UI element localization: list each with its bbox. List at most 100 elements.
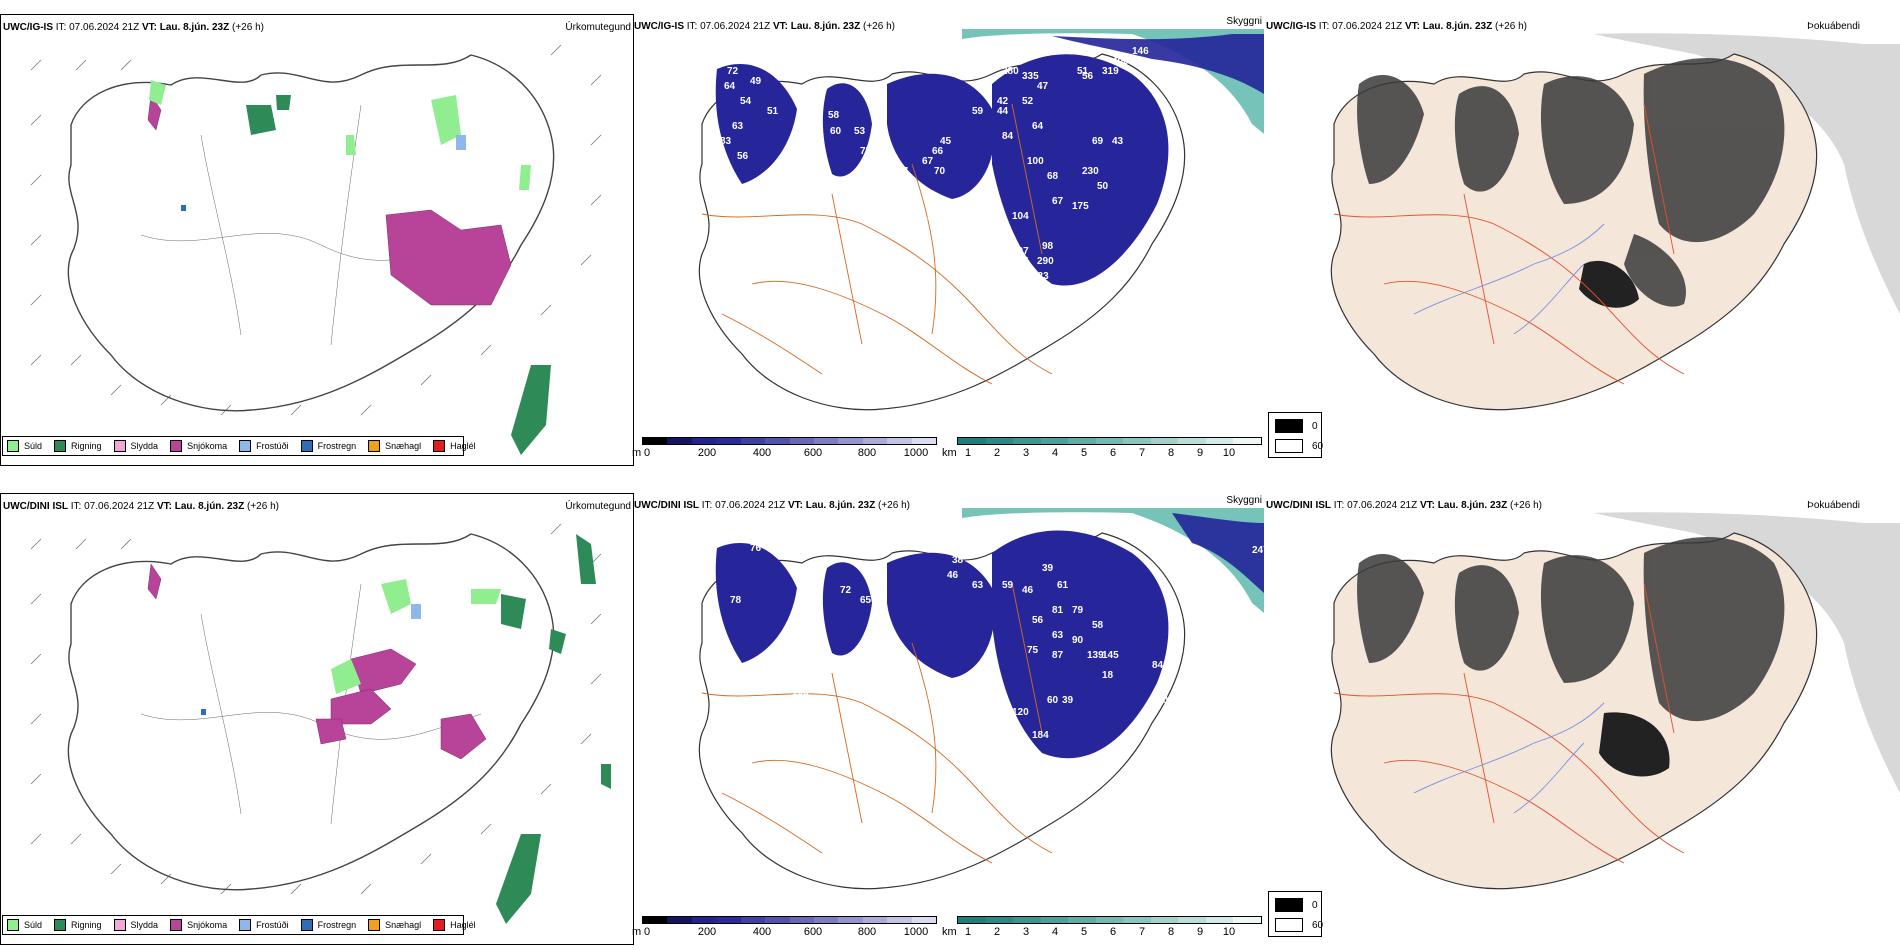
cloudbase-tick: 800 <box>857 926 877 938</box>
swatch-slydda <box>113 440 126 452</box>
cloud-base-label: 126 <box>782 198 799 209</box>
precip-type-legend: Súld Rigning Slydda Snjókoma Frostúði Fr… <box>2 915 476 935</box>
cloud-base-label: 44 <box>997 106 1009 117</box>
panel-title: UWC/IG-IS IT: 07.06.2024 21Z VT: Lau. 8.… <box>3 22 264 33</box>
cloud-base-label: 106 <box>882 695 899 706</box>
cloud-base-label: 42 <box>997 96 1009 107</box>
cloud-base-label: 67 <box>1052 196 1064 207</box>
fog-index-legend: 0 60 <box>1268 891 1323 937</box>
cloud-base-label: 180 <box>852 181 869 192</box>
cloud-base-label: 56 <box>737 151 749 162</box>
cloudbase-colorbar: m 0 200 400 600 800 1000 <box>632 916 937 943</box>
cloud-base-label: 81 <box>980 238 992 249</box>
cloud-base-label: 66 <box>932 146 944 157</box>
visibility-tick: 10 <box>1222 926 1236 938</box>
cloud-base-label: 18 <box>1102 670 1114 681</box>
swatch-frostregn <box>300 919 313 931</box>
cloud-base-label: 184 <box>1032 730 1049 741</box>
visibility-tick: 4 <box>1051 447 1059 459</box>
cloud-base-label: 72 <box>840 585 852 596</box>
cloud-base-label: 47 <box>1037 81 1049 92</box>
cloud-base-label: 64 <box>724 81 736 92</box>
fog-swatch-60 <box>1275 918 1303 932</box>
cloud-base-label: 70 <box>934 166 946 177</box>
cloud-base-label: 56 <box>1082 71 1094 82</box>
visibility-unit: km <box>942 926 957 938</box>
cloud-base-label: 79 <box>1072 605 1084 616</box>
visibility-tick: 2 <box>993 926 1001 938</box>
cloud-base-label: 64 <box>1172 645 1184 656</box>
cloud-base-label: 52 <box>1022 96 1034 107</box>
swatch-rigning <box>54 919 67 931</box>
cloud-base-label: 46 <box>947 570 959 581</box>
visibility-colorbar: km 1 2 3 4 5 6 7 8 9 10 <box>942 437 1264 464</box>
cloud-base-label: 59 <box>1002 580 1014 591</box>
cloud-base-label: 45 <box>940 136 952 147</box>
visibility-tick: 2 <box>993 447 1001 459</box>
cloudbase-unit: m <box>632 447 642 459</box>
cloud-base-label: 335 <box>1022 71 1039 82</box>
panel-title: UWC/DINI ISL IT: 07.06.2024 21Z VT: Lau.… <box>3 501 279 512</box>
visibility-tick: 5 <box>1080 447 1088 459</box>
visibility-tick: 10 <box>1222 447 1236 459</box>
cloud-base-label: 139 <box>1087 650 1104 661</box>
cloud-base-label: 91 <box>947 690 959 701</box>
cloud-base-label: 175 <box>1072 201 1089 212</box>
cloud-base-label: 58 <box>828 110 840 121</box>
cloudbase-tick: 400 <box>752 447 772 459</box>
cloud-base-label: 84 <box>1002 131 1014 142</box>
cloud-base-label: 72 <box>727 66 739 77</box>
cloud-base-label: 100 <box>1027 156 1044 167</box>
cloud-base-label: 69 <box>1092 136 1104 147</box>
cloud-base-label: 90 <box>1072 635 1084 646</box>
swatch-hagel <box>433 919 446 931</box>
cloud-base-label: 340 <box>1112 520 1129 531</box>
cloud-base-label: 60 <box>1157 695 1169 706</box>
cloud-base-label: 72 <box>917 216 929 227</box>
cloud-panel-top: UWC/IG-IS IT: 07.06.2024 21Z VT: Lau. 8.… <box>632 14 1264 464</box>
visibility-tick: 1 <box>964 447 972 459</box>
swatch-snjokoma <box>170 440 183 452</box>
panel-variable-title: Úrkomutegund <box>565 22 631 33</box>
fog-index-map <box>1330 512 1900 890</box>
visibility-tick: 9 <box>1196 926 1204 938</box>
swatch-frostudi <box>239 440 252 452</box>
cloud-base-label: 400 <box>1112 56 1129 67</box>
precip-type-map <box>30 44 602 455</box>
cloudbase-tick: 1000 <box>903 926 929 938</box>
cloud-base-label: 64 <box>1032 121 1044 132</box>
cloud-base-label: 76 <box>750 543 762 554</box>
visibility-colorbar: km 1 2 3 4 5 6 7 8 9 10 <box>942 916 1264 943</box>
cloud-base-label: 280 <box>1002 66 1019 77</box>
cloudbase-tick: 1000 <box>903 447 929 459</box>
cloud-base-label: 38 <box>952 555 964 566</box>
cloud-base-label: 91 <box>714 670 726 681</box>
cloud-base-label: 55 <box>800 580 812 591</box>
cloud-base-label: 54 <box>740 96 752 107</box>
cloud-base-label: 42 <box>1172 615 1184 626</box>
cloud-base-label: 77 <box>897 166 909 177</box>
visibility-tick: 3 <box>1022 926 1030 938</box>
cloud-base-label: 65 <box>860 595 872 606</box>
panel-title: UWC/IG-IS IT: 07.06.2024 21Z VT: Lau. 8.… <box>1266 21 1527 32</box>
cloudbase-tick: 0 <box>643 447 651 459</box>
cloud-base-label: 223 <box>1032 271 1049 282</box>
cloud-base-label: 60 <box>830 126 842 137</box>
cloud-base-label: 120 <box>1132 530 1149 541</box>
swatch-snjokoma <box>170 919 183 931</box>
fog-panel-top: UWC/IG-IS IT: 07.06.2024 21Z VT: Lau. 8.… <box>1264 14 1900 464</box>
visibility-tick: 4 <box>1051 926 1059 938</box>
cloud-base-label: 46 <box>1022 585 1034 596</box>
cloudbase-tick: 200 <box>697 926 717 938</box>
visibility-tick: 7 <box>1138 447 1146 459</box>
cloud-base-label: 49 <box>750 76 762 87</box>
visibility-tick: 8 <box>1167 926 1175 938</box>
cloud-base-label: 39 <box>1062 695 1074 706</box>
cloudbase-tick: 0 <box>643 926 651 938</box>
cloudbase-tick: 600 <box>803 926 823 938</box>
cloud-base-label: 75 <box>860 146 872 157</box>
cloud-base-label: 107 <box>922 690 939 701</box>
precip-panel-bottom: UWC/DINI ISL IT: 07.06.2024 21Z VT: Lau.… <box>0 493 634 945</box>
visibility-tick: 1 <box>964 926 972 938</box>
